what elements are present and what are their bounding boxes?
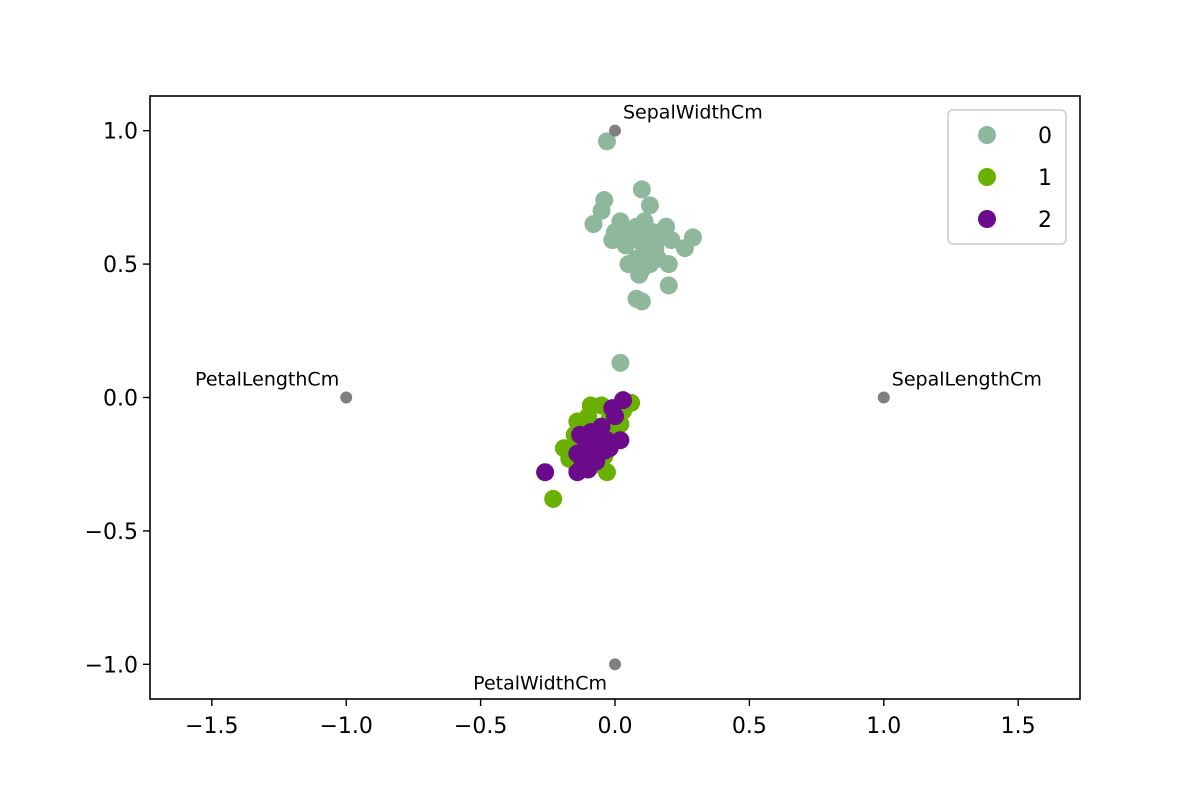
- legend: 0 1 2: [947, 109, 1067, 245]
- scatter-point: [611, 353, 630, 372]
- scatter-series: [536, 132, 702, 508]
- y-tick-label: 0.5: [103, 253, 138, 278]
- y-tick-label: 0.0: [103, 387, 138, 412]
- legend-marker: [978, 210, 996, 228]
- legend-label: 0: [1038, 124, 1052, 149]
- x-tick-label: −1.5: [185, 714, 238, 739]
- series-0: [584, 132, 702, 372]
- y-tick-label: −1.0: [85, 653, 138, 678]
- scatter-point: [536, 463, 555, 482]
- x-tick-label: 0.5: [732, 714, 767, 739]
- legend-label: 2: [1038, 208, 1052, 233]
- scatter-point: [659, 276, 678, 295]
- x-axis: −1.5 −1.0 −0.5 0.0 0.5 1.0 1.5: [185, 699, 1036, 739]
- scatter-point: [544, 489, 563, 508]
- legend-marker: [978, 168, 996, 186]
- x-tick-label: −1.0: [320, 714, 373, 739]
- scatter-point: [622, 225, 641, 244]
- anchor-point: [877, 391, 890, 404]
- x-tick-label: 1.0: [866, 714, 901, 739]
- legend-marker: [978, 126, 996, 144]
- feature-anchors: SepalLengthCm SepalWidthCm PetalLengthCm Pe…: [195, 102, 1042, 695]
- scatter-point: [606, 407, 624, 426]
- anchor-label: PetalWidthCm: [473, 672, 607, 694]
- legend-label: 1: [1038, 166, 1052, 191]
- anchor-point: [609, 658, 621, 671]
- scatter-point: [640, 196, 659, 215]
- scatter-point: [632, 292, 651, 311]
- scatter-point: [592, 201, 611, 220]
- anchor-label: PetalLengthCm: [195, 369, 339, 391]
- anchor-label: SepalWidthCm: [623, 102, 763, 124]
- y-axis: 1.0 0.5 0.0 −0.5 −1.0: [85, 120, 150, 678]
- x-tick-label: 0.0: [598, 714, 633, 739]
- x-tick-label: 1.5: [1001, 714, 1036, 739]
- scatter-point: [632, 180, 651, 199]
- anchor-point: [609, 124, 621, 137]
- series-2: [536, 391, 633, 482]
- scatter-point: [576, 439, 595, 458]
- y-tick-label: 1.0: [103, 120, 138, 145]
- legend-box: [947, 109, 1067, 245]
- anchor-point: [340, 391, 353, 404]
- scatter-point: [600, 439, 619, 458]
- x-tick-label: −0.5: [454, 714, 507, 739]
- y-tick-label: −0.5: [85, 520, 138, 545]
- scatter-point: [659, 255, 678, 274]
- scatter-point: [675, 239, 694, 258]
- anchor-label: SepalLengthCm: [892, 369, 1042, 391]
- scatter-point: [597, 132, 616, 151]
- scatter-point: [630, 265, 649, 284]
- scatter-point: [584, 215, 603, 234]
- scatter-point: [638, 223, 657, 242]
- scatter-point: [579, 460, 598, 479]
